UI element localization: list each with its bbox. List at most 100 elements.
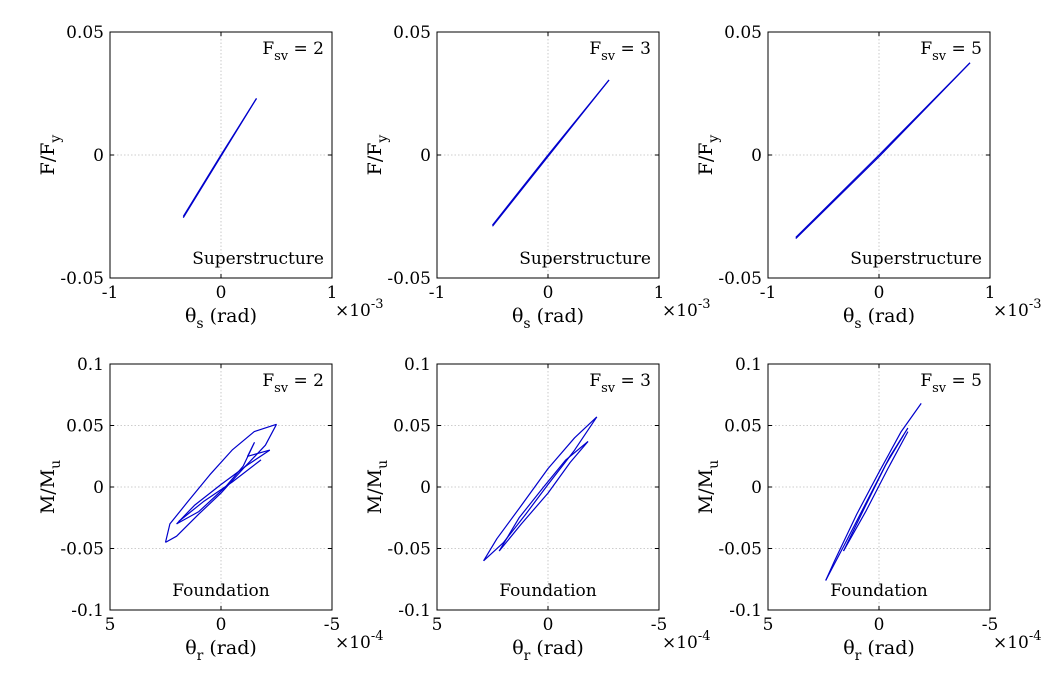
y-axis-label-subscript: u — [375, 460, 391, 469]
y-axis-label-main: M/M — [364, 469, 386, 514]
x-tick-label: -5 — [324, 615, 341, 635]
y-tick-label: 0.05 — [393, 417, 431, 437]
fsv-annotation: Fsv = 5 — [920, 39, 982, 64]
y-tick-label: 0.05 — [66, 417, 104, 437]
panel-annotation: Superstructure — [192, 249, 324, 269]
x-axis-label: θr (rad) — [843, 637, 915, 664]
panel-annotation: Foundation — [499, 581, 597, 601]
y-axis-label-subscript: y — [706, 135, 722, 144]
x-axis-label-subscript: r — [524, 648, 531, 664]
x-tick-label: 0 — [543, 283, 554, 303]
y-tick-label: 0.1 — [404, 355, 431, 375]
x-multiplier-base: ×10 — [662, 301, 698, 321]
fsv-subscript: sv — [601, 49, 616, 64]
x-axis-label-unit: (rad) — [530, 637, 583, 659]
y-tick-label: 0.05 — [724, 417, 762, 437]
y-tick-label: 0 — [420, 146, 431, 166]
y-axis-label: F/Fy — [37, 135, 64, 176]
x-tick-label: -1 — [429, 283, 446, 303]
y-tick-label: 0 — [751, 478, 762, 498]
fsv-value: = 5 — [946, 371, 982, 391]
x-multiplier-base: ×10 — [993, 301, 1029, 321]
x-axis-label: θs (rad) — [512, 305, 584, 332]
x-multiplier-base: ×10 — [662, 633, 698, 653]
y-axis-label: M/Mu — [364, 460, 391, 514]
x-axis-label-subscript: r — [197, 648, 204, 664]
x-tick-label: -5 — [982, 615, 999, 635]
panel-annotation: Foundation — [172, 581, 270, 601]
fsv-letter: F — [262, 371, 274, 391]
x-tick-label: 0 — [216, 283, 227, 303]
panel-annotation: Foundation — [830, 581, 928, 601]
x-axis-label-symbol: θ — [512, 305, 523, 327]
y-tick-label: -0.1 — [71, 601, 104, 621]
x-axis-label-symbol: θ — [185, 305, 196, 327]
fsv-annotation: Fsv = 2 — [262, 39, 324, 64]
series-line — [842, 431, 909, 552]
x-multiplier: ×10-4 — [662, 629, 711, 653]
fsv-letter: F — [589, 39, 601, 59]
series-line — [164, 423, 277, 543]
fsv-subscript: sv — [932, 49, 947, 64]
fsv-letter: F — [920, 39, 932, 59]
y-axis-label-subscript: u — [706, 460, 722, 469]
fsv-annotation: Fsv = 3 — [589, 371, 651, 396]
x-axis-label-unit: (rad) — [862, 305, 915, 327]
fsv-value: = 2 — [288, 39, 324, 59]
x-multiplier-base: ×10 — [335, 301, 371, 321]
series-line — [825, 403, 922, 581]
series-line — [498, 441, 589, 552]
fsv-subscript: sv — [601, 381, 616, 396]
y-axis-label-main: F/F — [695, 143, 717, 176]
y-axis-label-main: M/M — [37, 469, 59, 514]
y-tick-label: -0.05 — [718, 540, 762, 560]
x-multiplier-base: ×10 — [335, 633, 371, 653]
y-tick-label: 0 — [751, 146, 762, 166]
fsv-subscript: sv — [274, 381, 289, 396]
x-tick-label: 1 — [327, 283, 338, 303]
x-multiplier: ×10-4 — [993, 629, 1042, 653]
x-tick-label: 5 — [763, 615, 774, 635]
x-tick-label: 5 — [105, 615, 116, 635]
x-tick-label: 0 — [874, 615, 885, 635]
y-tick-label: 0 — [93, 146, 104, 166]
x-multiplier: ×10-3 — [335, 297, 384, 321]
panel-annotation: Superstructure — [519, 249, 651, 269]
x-axis-label-subscript: s — [854, 316, 861, 332]
x-axis-label-symbol: θ — [843, 305, 854, 327]
y-tick-label: -0.05 — [387, 540, 431, 560]
y-axis-label-main: M/M — [695, 469, 717, 514]
series-line — [498, 441, 589, 552]
y-axis-label: F/Fy — [695, 135, 722, 176]
x-axis-label-subscript: s — [523, 316, 530, 332]
fsv-subscript: sv — [932, 381, 947, 396]
y-axis-label-subscript: u — [48, 460, 64, 469]
fsv-subscript: sv — [274, 49, 289, 64]
panel-annotation: Superstructure — [850, 249, 982, 269]
y-axis-label-subscript: y — [48, 135, 64, 144]
x-multiplier: ×10-3 — [662, 297, 711, 321]
x-axis-label-symbol: θ — [185, 637, 196, 659]
fsv-letter: F — [589, 371, 601, 391]
x-multiplier-exponent: -3 — [1029, 297, 1042, 312]
x-axis-label-subscript: s — [196, 316, 203, 332]
x-tick-label: 1 — [985, 283, 996, 303]
x-tick-label: 0 — [216, 615, 227, 635]
x-multiplier-exponent: -4 — [371, 629, 384, 644]
y-axis-label: F/Fy — [364, 135, 391, 176]
y-tick-label: 0.05 — [66, 23, 104, 43]
x-multiplier-exponent: -3 — [698, 297, 711, 312]
x-tick-label: 5 — [432, 615, 443, 635]
fsv-value: = 3 — [615, 371, 651, 391]
x-multiplier: ×10-4 — [335, 629, 384, 653]
x-axis-label-symbol: θ — [512, 637, 523, 659]
x-tick-label: -5 — [651, 615, 668, 635]
fsv-value: = 3 — [615, 39, 651, 59]
fsv-value: = 5 — [946, 39, 982, 59]
fsv-annotation: Fsv = 2 — [262, 371, 324, 396]
x-axis-label: θs (rad) — [843, 305, 915, 332]
y-tick-label: 0.1 — [735, 355, 762, 375]
